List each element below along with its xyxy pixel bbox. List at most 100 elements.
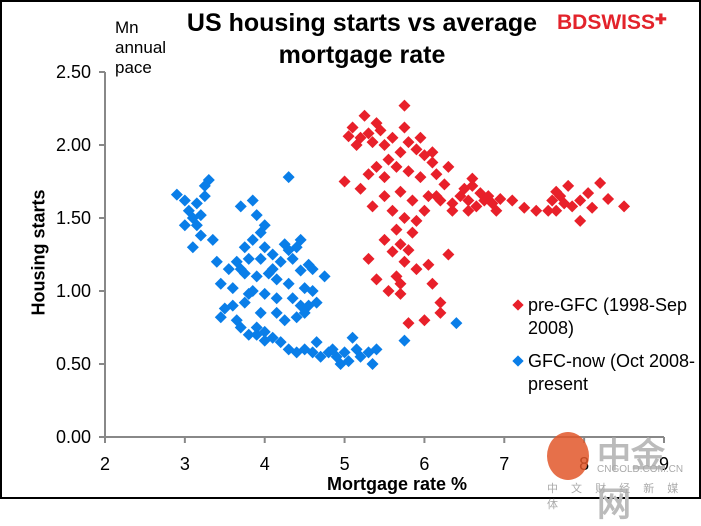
point-gfc-now: [270, 292, 283, 305]
y-unit-label: Mn annual pace: [115, 18, 167, 77]
point-pre-gfc: [398, 121, 411, 134]
point-gfc-now: [190, 197, 203, 210]
point-pre-gfc: [530, 204, 543, 217]
point-pre-gfc: [394, 146, 407, 159]
point-gfc-now: [210, 255, 223, 268]
logo-swiss: SWISS: [587, 11, 656, 34]
point-gfc-now: [370, 343, 383, 356]
point-pre-gfc: [390, 160, 403, 173]
point-gfc-now: [282, 277, 295, 290]
watermark-subtitle: 中 文 财 经 新 媒 体: [547, 483, 684, 511]
point-pre-gfc: [426, 277, 439, 290]
point-pre-gfc: [470, 200, 483, 213]
point-pre-gfc: [446, 204, 459, 217]
point-gfc-now: [250, 209, 263, 222]
point-gfc-now: [346, 331, 359, 344]
point-pre-gfc: [430, 190, 443, 203]
point-gfc-now: [242, 328, 255, 341]
point-gfc-now: [234, 263, 247, 276]
point-pre-gfc: [354, 182, 367, 195]
point-pre-gfc: [382, 153, 395, 166]
point-gfc-now: [250, 270, 263, 283]
point-gfc-now: [306, 285, 319, 297]
point-pre-gfc: [518, 201, 531, 214]
point-gfc-now: [290, 311, 303, 324]
point-gfc-now: [306, 346, 319, 359]
point-pre-gfc: [338, 175, 351, 188]
point-pre-gfc: [342, 130, 355, 143]
point-gfc-now: [310, 336, 323, 349]
point-pre-gfc: [386, 204, 399, 217]
point-pre-gfc: [402, 165, 415, 178]
point-pre-gfc: [410, 214, 423, 227]
point-pre-gfc: [618, 200, 631, 213]
point-pre-gfc: [382, 285, 395, 297]
point-gfc-now: [254, 252, 267, 265]
point-pre-gfc: [574, 194, 587, 207]
point-pre-gfc: [378, 171, 391, 184]
point-gfc-now: [238, 296, 251, 309]
point-gfc-now: [242, 287, 255, 300]
point-gfc-now: [270, 306, 283, 319]
y-tick-label: 2.00: [56, 135, 91, 155]
x-tick-label: 4: [260, 454, 270, 474]
point-pre-gfc: [402, 244, 415, 257]
legend-label-gfc-now: GFC-now (Oct 2008-present: [528, 351, 696, 394]
x-tick-label: 9: [659, 454, 669, 474]
point-gfc-now: [178, 219, 191, 232]
y-tick-label: 1.00: [56, 281, 91, 301]
point-gfc-now: [178, 194, 191, 207]
legend-label-pre-gfc: pre-GFC (1998-Sep 2008): [528, 295, 688, 338]
point-gfc-now: [354, 350, 367, 363]
point-gfc-now: [286, 292, 299, 305]
point-gfc-now: [198, 179, 211, 192]
point-pre-gfc: [362, 252, 375, 265]
point-pre-gfc: [406, 226, 419, 239]
x-axis-label: Mortgage rate %: [326, 474, 468, 494]
point-pre-gfc: [386, 131, 399, 144]
point-pre-gfc: [446, 197, 459, 210]
point-gfc-now: [234, 200, 247, 213]
point-pre-gfc: [494, 193, 507, 206]
point-gfc-now: [270, 273, 283, 286]
point-gfc-now: [246, 233, 259, 246]
point-gfc-now: [258, 241, 271, 254]
y-tick-label: 2.50: [56, 62, 91, 82]
point-gfc-now: [310, 296, 323, 309]
x-tick-label: 5: [340, 454, 350, 474]
point-gfc-now: [398, 334, 411, 347]
point-pre-gfc: [414, 171, 427, 184]
point-pre-gfc: [542, 204, 555, 217]
logo-bd: BD: [557, 11, 588, 34]
point-gfc-now: [254, 306, 267, 319]
point-pre-gfc: [394, 277, 407, 290]
point-gfc-now: [294, 233, 307, 246]
point-pre-gfc: [386, 245, 399, 258]
point-pre-gfc: [466, 179, 479, 192]
point-pre-gfc: [394, 287, 407, 300]
point-pre-gfc: [562, 179, 575, 192]
data-points: [170, 99, 631, 370]
point-gfc-now: [266, 263, 279, 276]
bdswiss-logo: BDSWISS✚: [557, 11, 667, 35]
point-pre-gfc: [426, 156, 439, 169]
watermark-url: CNGOLD.COM.CN: [597, 464, 684, 475]
point-pre-gfc: [362, 168, 375, 181]
point-gfc-now: [274, 255, 287, 268]
point-pre-gfc: [394, 238, 407, 251]
point-pre-gfc: [398, 99, 411, 112]
point-pre-gfc: [506, 194, 519, 207]
point-gfc-now: [314, 350, 327, 363]
legend-item-gfc-now: GFC-now (Oct 2008-present: [512, 350, 699, 396]
blue-diamond-icon: [512, 355, 524, 367]
point-gfc-now: [306, 263, 319, 276]
point-gfc-now: [194, 209, 207, 222]
legend: pre-GFC (1998-Sep 2008) GFC-now (Oct 200…: [512, 294, 699, 406]
point-pre-gfc: [442, 248, 455, 261]
x-tick-label: 6: [419, 454, 429, 474]
point-pre-gfc: [410, 143, 423, 156]
cngold-watermark: 中金网 CNGOLD.COM.CN 中 文 财 经 新 媒 体: [547, 432, 697, 525]
point-gfc-now: [282, 171, 295, 184]
point-gfc-now: [366, 358, 379, 370]
